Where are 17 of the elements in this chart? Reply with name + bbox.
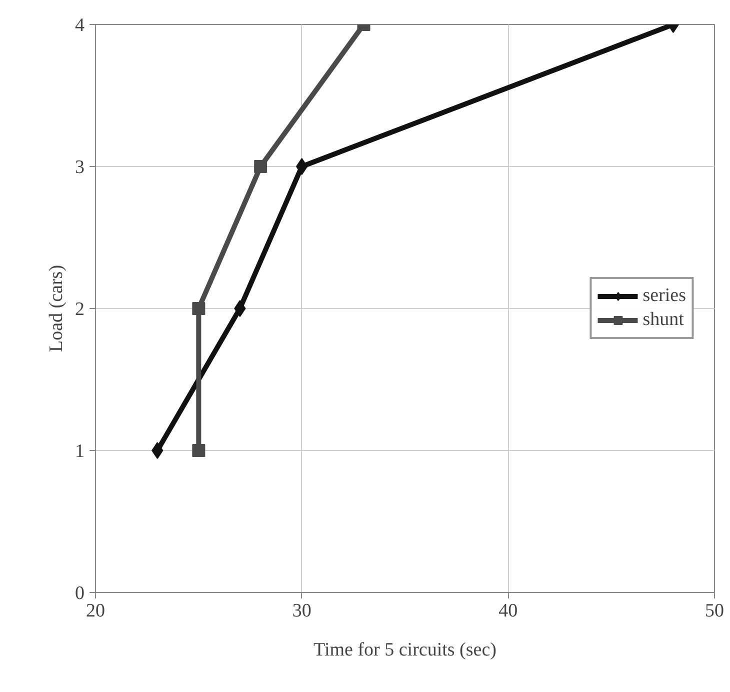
x-axis-title: Time for 5 circuits (sec) bbox=[314, 640, 496, 660]
x-tick-label: 20 bbox=[86, 600, 105, 622]
x-tick-label: 30 bbox=[292, 600, 312, 622]
point bbox=[234, 300, 246, 317]
x-tick-label: 40 bbox=[498, 600, 518, 622]
y-tick-label: 1 bbox=[75, 441, 84, 462]
legend-label: shunt bbox=[642, 309, 684, 331]
y-axis-title: Load (cars) bbox=[46, 264, 67, 352]
y-tick-label: 4 bbox=[75, 15, 85, 36]
legend-label: series bbox=[642, 285, 686, 307]
x-tick-label: 50 bbox=[705, 600, 724, 622]
y-tick-label: 2 bbox=[75, 299, 84, 320]
point bbox=[192, 302, 206, 315]
point bbox=[152, 442, 164, 459]
point bbox=[192, 444, 206, 457]
y-tick-label: 3 bbox=[75, 157, 84, 178]
y-tick-label: 0 bbox=[75, 583, 84, 604]
